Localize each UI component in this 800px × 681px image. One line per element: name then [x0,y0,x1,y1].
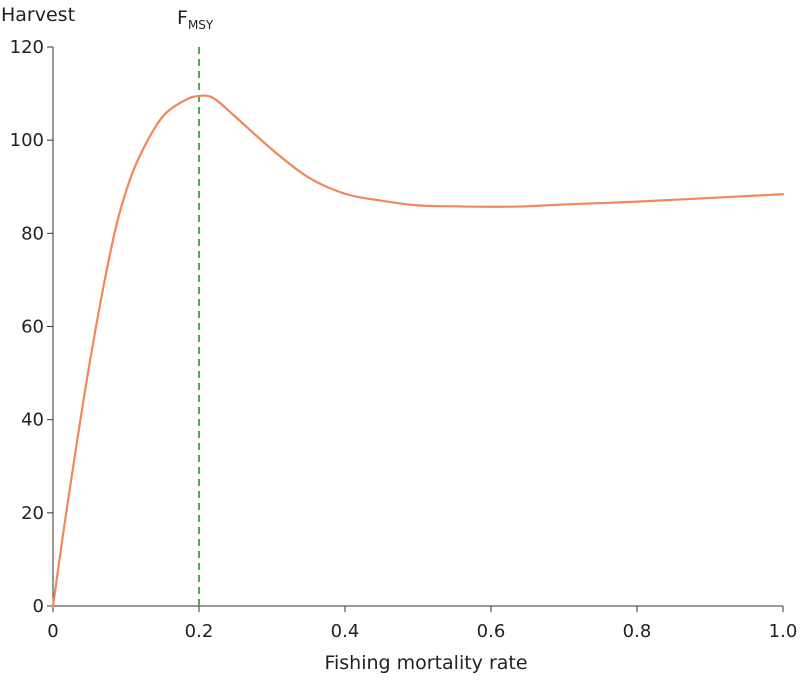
labels-group: 0 20 40 60 80 100 120 0 0.2 0.4 0.6 0.8 1.0 Harvest Fi… [1,4,797,674]
fmsy-label: FMSY [177,7,214,32]
x-tick-label: 0.8 [623,621,652,642]
x-tick-label: 1.0 [769,621,798,642]
x-tick-label: 0.4 [331,621,360,642]
x-tick-label: 0.6 [477,621,506,642]
x-axis-title: Fishing mortality rate [324,652,527,674]
harvest-curve-series-0 [51,94,785,608]
fmsy-label-subscript: MSY [188,18,214,32]
x-tick-label: 0.2 [185,621,214,642]
y-tick-label: 100 [10,130,44,151]
y-tick-label: 0 [33,596,44,617]
fmsy-label-main: F [177,7,188,29]
y-axis-title: Harvest [1,4,75,26]
x-tick-label: 0 [47,621,58,642]
y-tick-label: 20 [21,503,44,524]
series-group [51,94,785,608]
y-tick-label: 40 [21,410,44,431]
y-tick-label: 80 [21,223,44,244]
y-tick-label: 120 [10,37,44,58]
axes [47,46,784,612]
y-tick-label: 60 [21,317,44,338]
